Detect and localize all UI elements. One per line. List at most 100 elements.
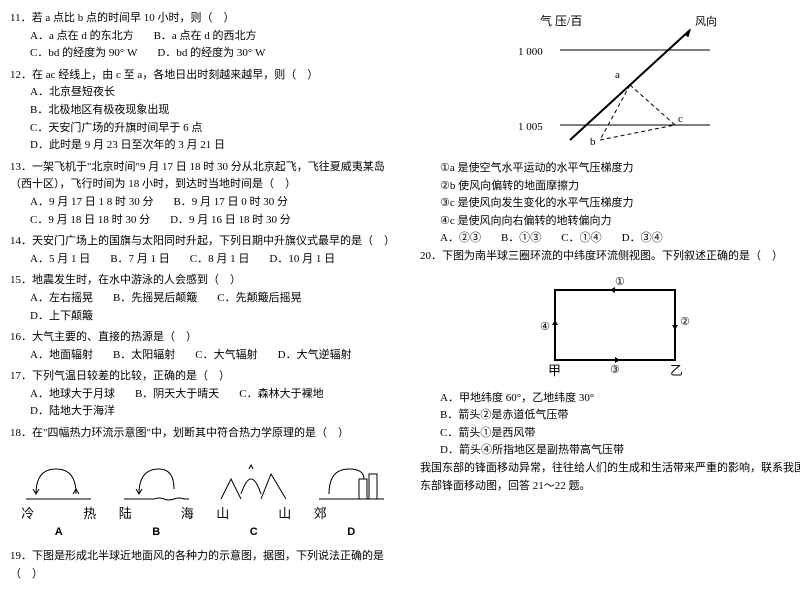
label-leng: 冷 — [21, 504, 34, 525]
pressure-chart: 气 压/百 风向 1 000 1 005 a b c — [420, 10, 800, 160]
q19-o2: ②b 使风向偏转的地面摩擦力 — [440, 180, 579, 192]
q14-stem: 14．天安门广场上的国旗与太阳同时升起，下列日期中升旗仪式最早的是（ ） — [10, 235, 395, 247]
q15-stem: 15．地震发生时，在水中游泳的人会感到（ ） — [10, 274, 241, 286]
diagram-c: 山山 C — [216, 449, 291, 542]
q20-opts: A．甲地纬度 60°，乙地纬度 30° B．箭头②是赤道低气压带 C．箭头①是西… — [420, 390, 800, 460]
circulation-chart: ① ② ③ ④ 甲 乙 — [420, 270, 800, 390]
circ-n3: ③ — [610, 364, 620, 376]
label-b: B — [119, 524, 194, 542]
q14-b: B．7 月 1 日 — [110, 253, 170, 265]
q19-d: D．③④ — [622, 232, 663, 244]
chart-c: c — [678, 113, 683, 125]
q16-c: C．大气辐射 — [195, 349, 257, 361]
q11-a: A．a 点在 d 的东北方 — [30, 30, 134, 42]
circ-n2: ② — [680, 316, 690, 328]
label-shan2: 山 — [278, 504, 291, 525]
chart-b: b — [590, 136, 596, 148]
q19-opts: ①a 是使空气水平运动的水平气压梯度力 ②b 使风向偏转的地面摩擦力 ③c 是使风… — [420, 160, 800, 248]
q15-opts: A．左右摇晃 B．先摇晃后颠簸 C．先颠簸后摇晃 D．上下颠簸 — [10, 290, 400, 325]
q20-a: A．甲地纬度 60°，乙地纬度 30° — [440, 392, 594, 404]
q20-c: C．箭头①是西风带 — [440, 427, 535, 439]
q19-a: A．②③ — [440, 232, 481, 244]
q17-a: A．地球大于月球 — [30, 388, 115, 400]
q14-opts: A．5 月 1 日B．7 月 1 日C．8 月 1 日D．10 月 1 日 — [10, 251, 400, 269]
q16-d: D．大气逆辐射 — [278, 349, 352, 361]
diagram-b-svg — [119, 449, 194, 504]
q13-c: C．9 月 18 日 18 时 30 分 — [30, 214, 150, 226]
circ-n1: ① — [615, 276, 625, 288]
q15-d: D．上下颠簸 — [30, 310, 93, 322]
q13-b: B．9 月 17 日 0 时 30 分 — [173, 196, 288, 208]
circ-jia: 甲 — [548, 363, 561, 378]
left-column: 11．若 a 点比 b 点的时间早 10 小时，则（ ） A．a 点在 d 的东… — [10, 10, 400, 587]
q14-c: C．8 月 1 日 — [190, 253, 250, 265]
q17-b: B．阴天大于晴天 — [135, 388, 219, 400]
label-d: D — [314, 524, 389, 542]
diagram-d-svg — [314, 449, 389, 504]
q19-o1: ①a 是使空气水平运动的水平气压梯度力 — [440, 162, 634, 174]
diagram-b: 陆海 B — [119, 449, 194, 542]
q19-c: C．①④ — [561, 232, 601, 244]
q13: 13．一架飞机于"北京时间"9 月 17 日 18 时 30 分从北京起飞，飞往… — [10, 159, 400, 229]
q11: 11．若 a 点比 b 点的时间早 10 小时，则（ ） A．a 点在 d 的东… — [10, 10, 400, 63]
diagram-a-svg — [21, 449, 96, 504]
q19-o3: ③c 是使风向发生变化的水平气压梯度力 — [440, 197, 634, 209]
diagram-a: 冷热 A — [21, 449, 96, 542]
heat-circulation-diagrams: 冷热 A 陆海 B 山 山 C 郊 D — [10, 449, 400, 542]
q14: 14．天安门广场上的国旗与太阳同时升起，下列日期中升旗仪式最早的是（ ） A．5… — [10, 233, 400, 268]
q14-d: D．10 月 1 日 — [269, 253, 335, 265]
q16-a: A．地面辐射 — [30, 349, 93, 361]
q11-b: B．a 点在 d 的西北方 — [154, 30, 257, 42]
right-column: 气 压/百 风向 1 000 1 005 a b c ①a 是使空气水平运动的水… — [420, 10, 800, 587]
circ-n4: ④ — [540, 321, 550, 333]
pressure-chart-svg: 气 压/百 风向 1 000 1 005 a b c — [510, 10, 720, 160]
chart-a: a — [615, 69, 620, 81]
q21-intro: 我国东部的锋面移动异常，往往给人们的生成和生活带来严重的影响，联系我国东部锋面移… — [420, 460, 800, 495]
chart-v2: 1 005 — [518, 121, 543, 133]
q15-c: C．先颠簸后摇晃 — [217, 292, 301, 304]
q13-a: A．9 月 17 日 1 8 时 30 分 — [30, 196, 153, 208]
q20: 20．下图为南半球三圈环流的中纬度环流侧视图。下列叙述正确的是（ ） — [420, 248, 800, 266]
q11-opts: A．a 点在 d 的东北方 B．a 点在 d 的西北方 C．bd 的经度为 90° … — [10, 28, 400, 63]
circ-yi: 乙 — [670, 363, 683, 378]
q11-c: C．bd 的经度为 90° W — [30, 47, 137, 59]
label-lu: 陆 — [119, 504, 132, 525]
q12-b: B．北极地区有极夜现象出现 — [30, 104, 169, 116]
q15: 15．地震发生时，在水中游泳的人会感到（ ） A．左右摇晃 B．先摇晃后颠簸 C．先… — [10, 272, 400, 325]
diagram-d: 郊 D — [314, 449, 389, 542]
chart-v1: 1 000 — [518, 46, 543, 58]
circulation-chart-svg: ① ② ③ ④ 甲 乙 — [525, 270, 705, 390]
q12-c: C．天安门广场的升旗时间早于 6 点 — [30, 122, 202, 134]
label-a: A — [21, 524, 96, 542]
q12-d: D．此时是 9 月 23 日至次年的 3 月 21 日 — [30, 139, 225, 151]
q17: 17．下列气温日较差的比较，正确的是（ ） A．地球大于月球 B．阴天大于晴天 C．… — [10, 368, 400, 421]
q12-opts: A．北京昼短夜长 B．北极地区有极夜现象出现 C．天安门广场的升旗时间早于 6 点 D… — [10, 84, 400, 154]
q17-stem: 17．下列气温日较差的比较，正确的是（ ） — [10, 370, 230, 382]
label-c: C — [216, 524, 291, 542]
q12-a: A．北京昼短夜长 — [30, 86, 115, 98]
q20-stem: 20．下图为南半球三圈环流的中纬度环流侧视图。下列叙述正确的是（ ） — [420, 250, 783, 262]
q15-a: A．左右摇晃 — [30, 292, 93, 304]
diagram-c-svg — [216, 449, 291, 504]
q19: 19．下图是形成北半球近地面风的各种力的示意图，据图，下列说法正确的是（ ） — [10, 548, 400, 583]
q16: 16．大气主要的、直接的热源是（ ） A．地面辐射 B．太阳辐射 C．大气辐射 D．大… — [10, 329, 400, 364]
q13-stem: 13．一架飞机于"北京时间"9 月 17 日 18 时 30 分从北京起飞，飞往… — [10, 161, 385, 191]
q16-b: B．太阳辐射 — [113, 349, 175, 361]
label-shan1: 山 — [216, 504, 229, 525]
q18: 18．在"四幅热力环流示意图"中，划断其中符合热力学原理的是（ ） — [10, 425, 400, 443]
q17-c: C．森林大于裸地 — [239, 388, 323, 400]
q12-stem: 12．在 ac 经线上，由 c 至 a，各地日出时刻越来越早，则（ ） — [10, 69, 318, 81]
q20-d: D．箭头④所指地区是副热带高气压带 — [440, 444, 624, 456]
q17-opts: A．地球大于月球 B．阴天大于晴天 C．森林大于裸地 D．陆地大于海洋 — [10, 386, 400, 421]
q16-stem: 16．大气主要的、直接的热源是（ ） — [10, 331, 197, 343]
q11-d: D．bd 的经度为 30° W — [157, 47, 265, 59]
q11-stem: 11．若 a 点比 b 点的时间早 10 小时，则（ ） — [10, 12, 234, 24]
q13-opts: A．9 月 17 日 1 8 时 30 分 B．9 月 17 日 0 时 30 分… — [10, 194, 400, 229]
label-jiao: 郊 — [314, 504, 327, 525]
q17-d: D．陆地大于海洋 — [30, 405, 115, 417]
q15-b: B．先摇晃后颠簸 — [113, 292, 197, 304]
q20-b: B．箭头②是赤道低气压带 — [440, 409, 568, 421]
q16-opts: A．地面辐射 B．太阳辐射 C．大气辐射 D．大气逆辐射 — [10, 347, 400, 365]
q13-d: D．9 月 16 日 18 时 30 分 — [170, 214, 291, 226]
q19-o4: ④c 是使风向向右偏转的地转偏向力 — [440, 215, 612, 227]
